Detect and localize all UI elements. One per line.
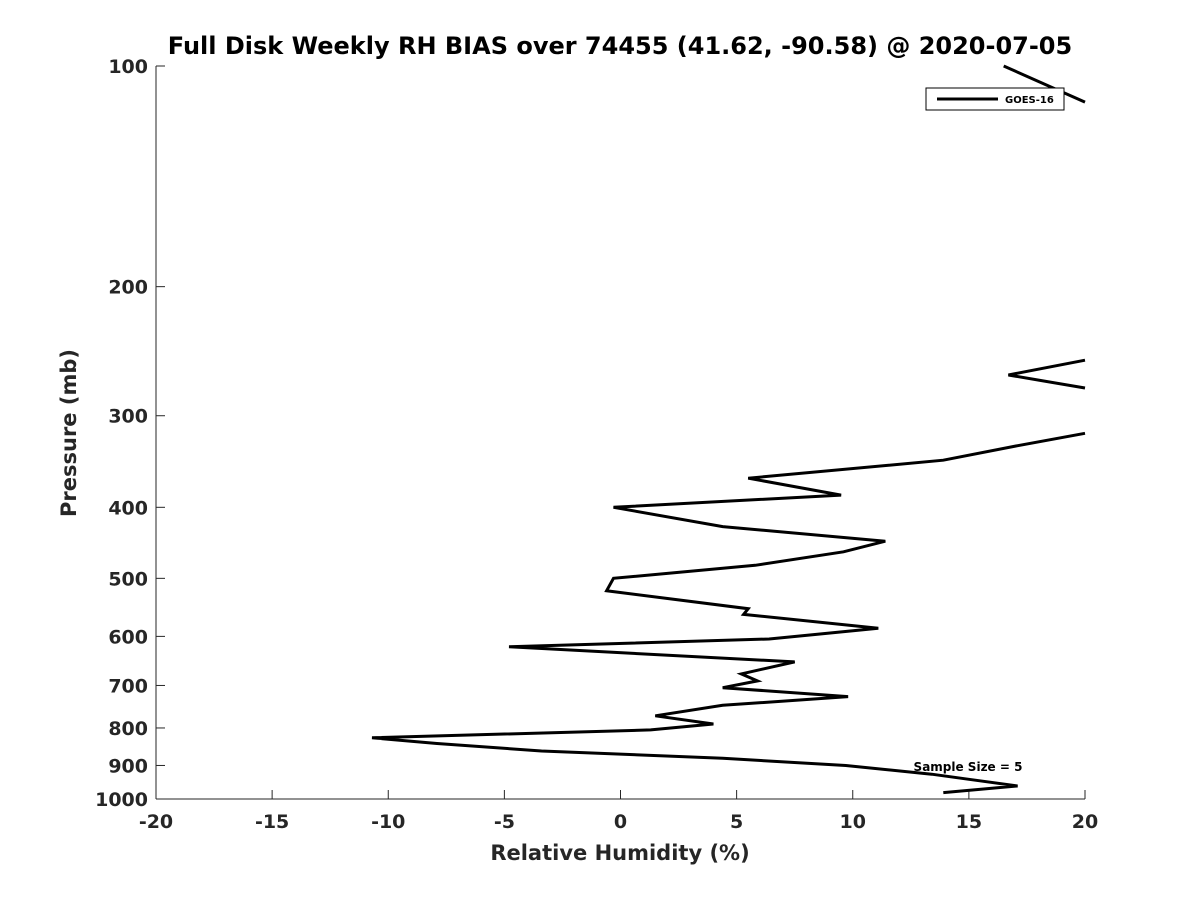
sample-size-annotation: Sample Size = 5: [914, 760, 1023, 774]
y-axis-label: Pressure (mb): [57, 349, 81, 517]
x-tick-label: 20: [1072, 811, 1098, 833]
y-tick-label: 900: [108, 755, 148, 777]
x-axis-label: Relative Humidity (%): [490, 841, 749, 865]
y-tick-label: 600: [108, 626, 148, 648]
legend-label-goes-16: GOES-16: [1005, 95, 1054, 106]
x-tick-label: -20: [139, 811, 173, 833]
y-tick-label: 1000: [95, 789, 148, 811]
x-tick-label: 0: [614, 811, 627, 833]
series-line-goes-16: [371, 431, 1086, 795]
axes: -20 -15 -10 -5 0 5 10 15 20 100 200 300 400 500 600 700…: [95, 56, 1098, 833]
x-tick-label: -15: [255, 811, 289, 833]
x-tick-label: 5: [730, 811, 743, 833]
y-tick-label: 100: [108, 56, 148, 78]
y-tick-label: 700: [108, 675, 148, 697]
x-tick-label: 10: [840, 811, 866, 833]
y-tick-label: 800: [108, 718, 148, 740]
y-tick-label: 400: [108, 497, 148, 519]
x-tick-label: 15: [956, 811, 982, 833]
legend: GOES-16: [925, 87, 1065, 111]
y-tick-label: 500: [108, 568, 148, 590]
y-tick-label: 300: [108, 406, 148, 428]
plot-area: [371, 64, 1086, 795]
series-line-goes-16: [1008, 358, 1086, 390]
y-tick-label: 200: [108, 277, 148, 299]
chart-title: Full Disk Weekly RH BIAS over 74455 (41.…: [168, 32, 1072, 60]
x-tick-label: -10: [371, 811, 405, 833]
series-line-goes-16: [1003, 64, 1086, 104]
x-tick-label: -5: [494, 811, 515, 833]
